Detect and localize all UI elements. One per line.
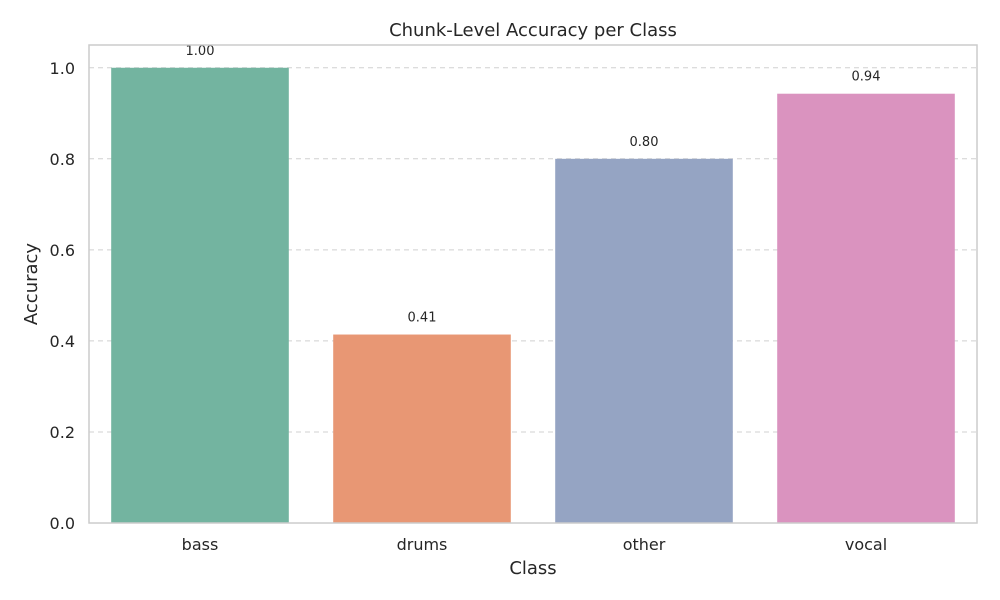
y-tick-label: 1.0 (50, 59, 75, 78)
chart-title: Chunk-Level Accuracy per Class (389, 20, 677, 41)
bar-bass (111, 67, 289, 523)
data-label-other: 0.80 (630, 135, 659, 150)
x-tick-label-bass: bass (182, 535, 219, 554)
y-tick-label: 0.6 (50, 241, 75, 260)
y-axis-label: Accuracy (21, 243, 42, 326)
x-tick-label-vocal: vocal (845, 535, 887, 554)
y-tick-label: 0.2 (50, 423, 75, 442)
x-tick-label-other: other (623, 535, 666, 554)
y-tick-label: 0.8 (50, 150, 75, 169)
x-tick-label-drums: drums (397, 535, 448, 554)
data-label-bass: 1.00 (186, 44, 215, 59)
data-labels: 1.00 0.41 0.80 0.94 (186, 44, 881, 326)
bars (111, 67, 955, 524)
y-tick-labels: 0.0 0.2 0.4 0.6 0.8 1.0 (50, 59, 75, 533)
data-label-vocal: 0.94 (852, 70, 881, 85)
bar-other (555, 158, 733, 524)
x-tick-labels: bass drums other vocal (182, 535, 887, 554)
bar-vocal (777, 93, 955, 523)
bar-drums (333, 334, 511, 523)
x-axis-label: Class (509, 558, 556, 579)
y-tick-label: 0.0 (50, 514, 75, 533)
y-tick-label: 0.4 (50, 332, 75, 351)
plot-frame (88, 44, 978, 524)
data-label-drums: 0.41 (408, 311, 437, 326)
